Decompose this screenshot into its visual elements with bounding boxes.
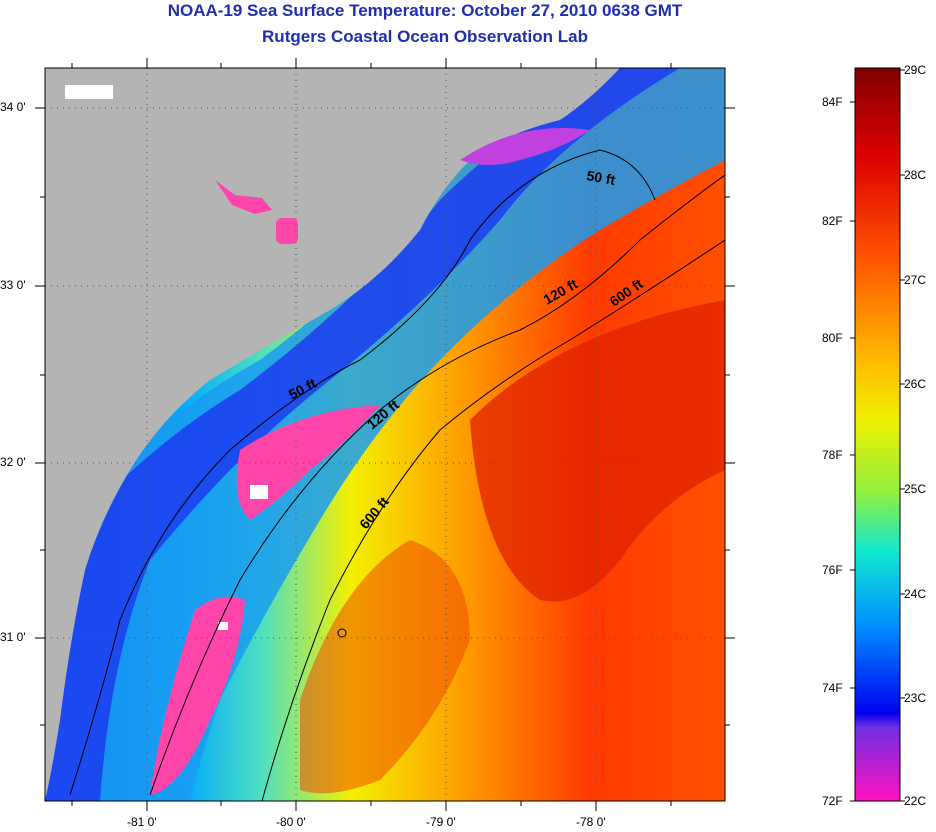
warm-filament [300,540,470,794]
map-area [45,68,725,801]
cbar-f-76: 76F [822,563,843,577]
cbar-c-22: 22C [904,794,927,808]
warm-core [470,300,725,602]
cbar-f-80: 80F [822,331,843,345]
contour-600ft [261,239,725,801]
cbar-f-72: 72F [822,794,843,808]
cbar-f-82: 82F [822,214,843,228]
contour-50ft [69,149,656,796]
cbar-c-27: 27C [904,273,927,287]
map-frame [44,67,726,802]
cold-patch-3 [460,128,590,165]
cbar-f-74: 74F [822,681,843,695]
inland-patch-1 [215,180,272,214]
cbar-c-28: 28C [904,168,927,182]
cbar-c-23: 23C [904,691,927,705]
contour-islet [337,628,347,638]
lon-ticks [71,58,672,811]
lat-label-34: 34 0' [0,100,26,114]
cloud-3 [218,622,228,630]
map-subtitle: Rutgers Coastal Ocean Observation Lab [262,27,588,46]
colorbar-ticks [850,69,905,802]
cold-patch-1 [236,405,380,520]
lat-label-33: 33 0' [0,278,26,292]
lon-label-78: -78 0' [576,815,606,829]
colorbar [854,67,901,802]
cbar-c-25: 25C [904,482,927,496]
inland-patch-2 [276,218,298,244]
cbar-c-24: 24C [904,587,927,601]
map-title: NOAA-19 Sea Surface Temperature: October… [167,1,683,20]
cold-patch-2 [150,596,245,795]
cbar-c-26: 26C [904,377,927,391]
cloud-2 [250,485,268,499]
cloud-1 [65,85,113,99]
lat-ticks [35,107,735,726]
cbar-f-78: 78F [822,448,843,462]
lat-label-32: 32 0' [0,455,26,469]
lon-label-80: -80 0' [276,815,306,829]
contour-120ft [149,174,725,796]
lon-label-81: -81 0' [127,815,157,829]
lon-label-79: -79 0' [426,815,456,829]
cbar-c-29: 29C [904,63,927,77]
lat-label-31: 31 0' [0,630,26,644]
cbar-f-84: 84F [822,95,843,109]
land-mass [45,68,620,801]
graticule [45,68,725,801]
contour-label-50ft-a: 50 ft [585,167,616,188]
